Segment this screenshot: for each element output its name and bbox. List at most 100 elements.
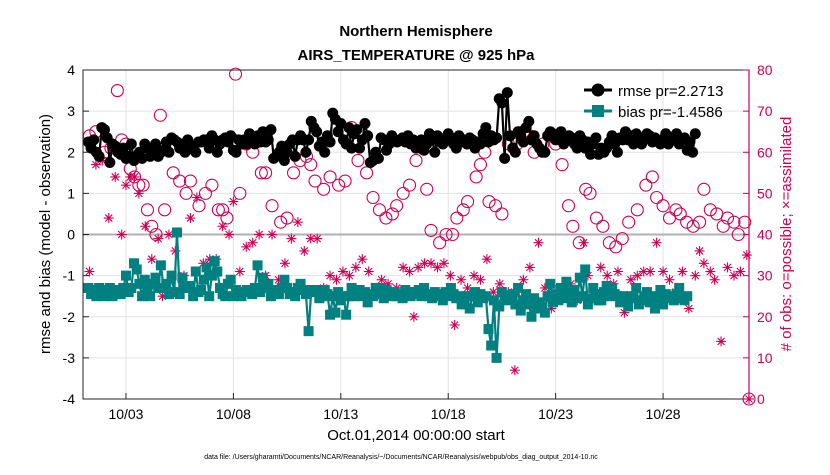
- chart-title-line2: AIRS_TEMPERATURE @ 925 hPa: [298, 47, 536, 64]
- asterisk-stroke: [255, 230, 264, 239]
- possible-obs-marker: [304, 158, 318, 172]
- possible-obs-marker: [439, 227, 453, 242]
- x-tick-label: 10/28: [646, 406, 681, 422]
- bias-point: [139, 274, 150, 285]
- possible-obs-marker: [274, 215, 288, 229]
- bias-point: [169, 287, 180, 298]
- possible-obs-marker: [697, 182, 711, 196]
- bias-point: [209, 256, 220, 267]
- x-tick-label: 10/23: [538, 406, 573, 422]
- possible-obs-marker: [473, 158, 488, 172]
- bias-point: [333, 287, 344, 298]
- bias-point: [674, 282, 685, 293]
- bias-point: [198, 274, 209, 285]
- bias-point: [196, 285, 207, 296]
- y-tick-label-right: 80: [757, 62, 773, 78]
- legend-rmse-marker: [591, 83, 605, 97]
- assimilated-obs-marker: [398, 262, 409, 273]
- bias-point: [220, 291, 231, 302]
- bias-point: [494, 301, 505, 312]
- assimilated-obs-marker: [286, 233, 297, 244]
- asterisk-stroke: [111, 173, 120, 181]
- possible-obs-marker: [396, 186, 410, 200]
- assimilated-obs-marker: [612, 266, 623, 277]
- bias-point: [572, 293, 583, 304]
- possible-obs-marker: [650, 190, 664, 205]
- possible-obs-marker: [338, 174, 352, 188]
- asterisk-stroke: [225, 230, 233, 239]
- asterisk-stroke: [534, 238, 543, 247]
- bias-point: [188, 291, 199, 302]
- assimilated-obs-marker: [299, 245, 310, 256]
- bias-point: [615, 297, 626, 308]
- legend-rmse-label: rmse pr=2.2713: [618, 83, 723, 100]
- bias-point: [126, 282, 137, 293]
- bias-point: [542, 291, 553, 302]
- asterisk-stroke: [626, 275, 635, 284]
- possible-obs-marker: [566, 219, 580, 233]
- bias-point: [521, 289, 532, 300]
- bias-point: [612, 291, 623, 302]
- bias-point: [325, 309, 336, 320]
- bias-point: [547, 297, 558, 308]
- rmse-point: [324, 136, 336, 148]
- y-tick-label-left: -3: [63, 350, 76, 366]
- possible-obs-marker: [602, 236, 616, 250]
- possible-obs-marker: [703, 203, 717, 217]
- rmse-point: [501, 87, 513, 99]
- bias-point: [652, 293, 663, 304]
- assimilated-obs-marker: [254, 229, 265, 240]
- rmse-point: [311, 126, 323, 138]
- bias-point: [620, 295, 631, 306]
- bias-point: [99, 291, 110, 302]
- assimilated-obs-marker: [110, 171, 121, 182]
- possible-obs-marker: [461, 195, 475, 209]
- possible-obs-marker: [228, 67, 243, 81]
- bias-point: [129, 258, 140, 269]
- y-tick-label-left: 2: [67, 144, 75, 160]
- possible-obs-marker: [615, 232, 629, 246]
- bias-point: [282, 282, 293, 293]
- assimilated-obs-marker: [191, 192, 202, 203]
- possible-obs-marker: [579, 182, 593, 196]
- x-axis-label: Oct.01,2014 00:00:00 start: [327, 427, 505, 444]
- asterisk-stroke: [141, 222, 150, 231]
- possible-obs-marker: [409, 153, 423, 168]
- bias-point: [513, 282, 524, 293]
- bias-point: [537, 301, 548, 312]
- assimilated-obs-marker: [709, 274, 720, 285]
- bias-point: [545, 278, 556, 289]
- rmse-point: [230, 146, 242, 158]
- possible-obs-marker: [308, 174, 322, 188]
- possible-obs-marker: [738, 215, 752, 229]
- assimilated-obs-marker: [413, 262, 424, 273]
- possible-obs-marker: [482, 195, 496, 209]
- legend: rmse pr=2.2713 bias pr=-1.4586: [584, 83, 723, 121]
- bias-point: [257, 272, 268, 283]
- possible-obs-marker: [360, 166, 374, 180]
- possible-obs-marker: [488, 199, 503, 213]
- assimilated-obs-marker: [325, 270, 336, 281]
- asterisk-stroke: [192, 193, 201, 202]
- asterisk-stroke: [287, 234, 296, 243]
- assimilated-obs-marker: [247, 237, 258, 248]
- bias-point: [518, 295, 529, 306]
- assimilated-obs-marker: [625, 274, 636, 285]
- asterisk-stroke: [476, 275, 485, 284]
- asterisk-stroke: [730, 271, 738, 280]
- bias-point: [228, 291, 239, 302]
- rmse-point: [351, 124, 363, 136]
- bias-point: [83, 282, 94, 293]
- bias-point: [265, 291, 276, 302]
- possible-obs-marker: [265, 199, 279, 213]
- possible-obs-marker: [110, 84, 124, 98]
- asterisk-stroke: [281, 259, 289, 268]
- assimilated-obs-marker: [84, 266, 95, 277]
- asterisk-stroke: [154, 234, 163, 243]
- bias-point: [120, 270, 131, 281]
- bias-point: [104, 282, 115, 293]
- bias-point: [650, 303, 661, 314]
- asterisk-stroke: [130, 173, 139, 181]
- bias-point: [556, 282, 567, 293]
